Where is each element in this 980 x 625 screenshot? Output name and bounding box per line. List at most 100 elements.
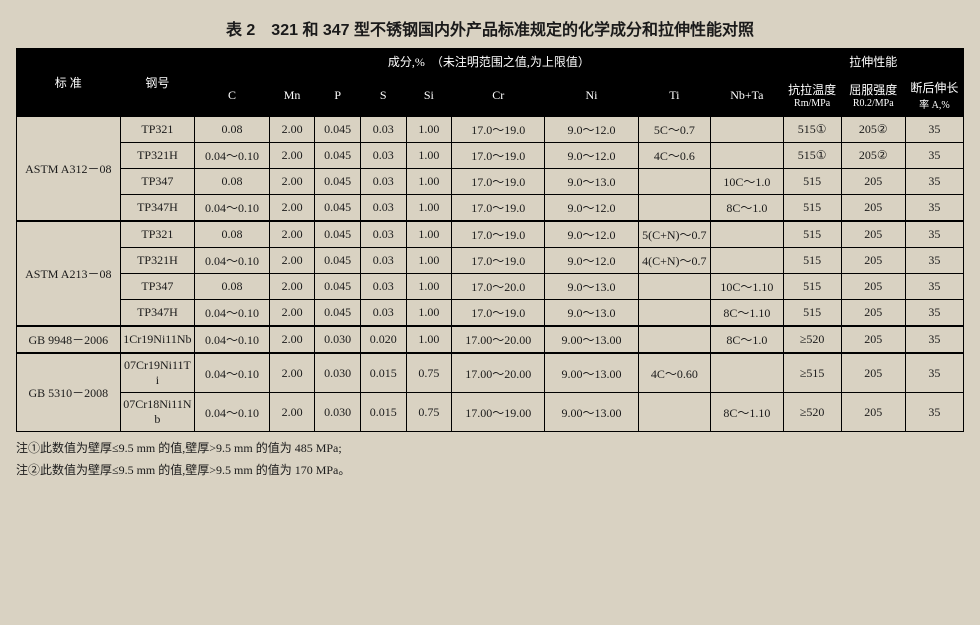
cell-nbta: 8C～1.0: [711, 195, 784, 222]
cell-mn: 2.00: [269, 195, 315, 222]
cell-ti: [638, 169, 711, 195]
cell-p: 0.045: [315, 274, 361, 300]
cell-a: 35: [905, 195, 963, 222]
cell-s: 0.03: [360, 143, 406, 169]
cell-ti: [638, 326, 711, 353]
cell-ni: 9.00～13.00: [545, 353, 638, 393]
cell-ti: 4(C+N)～0.7: [638, 248, 711, 274]
cell-r02: 205: [841, 353, 905, 393]
cell-si: 1.00: [406, 248, 452, 274]
cell-cr: 17.0～19.0: [452, 116, 545, 143]
cell-s: 0.03: [360, 300, 406, 327]
cell-rm: 515: [783, 248, 841, 274]
cell-r02: 205: [841, 248, 905, 274]
cell-r02: 205②: [841, 116, 905, 143]
hdr-std: 标 准: [17, 49, 121, 117]
cell-cr: 17.00～20.00: [452, 353, 545, 393]
cell-si: 1.00: [406, 195, 452, 222]
cell-ti: [638, 300, 711, 327]
cell-r02: 205: [841, 326, 905, 353]
cell-cr: 17.0～19.0: [452, 143, 545, 169]
cell-grade: TP321H: [120, 248, 195, 274]
cell-cr: 17.0～19.0: [452, 248, 545, 274]
cell-rm: 515: [783, 274, 841, 300]
table-title: 表 2 321 和 347 型不锈钢国内外产品标准规定的化学成分和拉伸性能对照: [16, 16, 964, 40]
hdr-tensile: 拉伸性能: [783, 49, 963, 75]
cell-ni: 9.0～13.0: [545, 300, 638, 327]
cell-cr: 17.0～19.0: [452, 195, 545, 222]
cell-mn: 2.00: [269, 169, 315, 195]
cell-a: 35: [905, 143, 963, 169]
comparison-table: 标 准 钢号 成分,% （未注明范围之值,为上限值） 拉伸性能 C Mn P S…: [16, 48, 964, 432]
cell-r02: 205: [841, 195, 905, 222]
hdr-r02: 屈服强度R0.2/MPa: [841, 75, 905, 117]
cell-rm: ≥520: [783, 326, 841, 353]
hdr-si: Si: [406, 75, 452, 117]
cell-c: 0.04～0.10: [195, 195, 270, 222]
cell-a: 35: [905, 169, 963, 195]
cell-a: 35: [905, 300, 963, 327]
cell-nbta: 10C～1.10: [711, 274, 784, 300]
cell-r02: 205: [841, 169, 905, 195]
cell-grade: TP321: [120, 221, 195, 248]
cell-grade: 07Cr18Ni11Nb: [120, 393, 195, 432]
cell-si: 0.75: [406, 353, 452, 393]
std-cell: ASTM A213－08: [17, 221, 121, 326]
cell-c: 0.04～0.10: [195, 326, 270, 353]
cell-nbta: 8C～1.10: [711, 393, 784, 432]
cell-rm: 515: [783, 169, 841, 195]
cell-grade: TP321: [120, 116, 195, 143]
cell-c: 0.08: [195, 169, 270, 195]
cell-c: 0.04～0.10: [195, 393, 270, 432]
hdr-mn: Mn: [269, 75, 315, 117]
cell-rm: ≥515: [783, 353, 841, 393]
note-2: 注②此数值为壁厚≤9.5 mm 的值,壁厚>9.5 mm 的值为 170 MPa…: [16, 460, 964, 482]
cell-p: 0.045: [315, 195, 361, 222]
cell-cr: 17.00～19.00: [452, 393, 545, 432]
cell-r02: 205②: [841, 143, 905, 169]
table-header: 标 准 钢号 成分,% （未注明范围之值,为上限值） 拉伸性能 C Mn P S…: [17, 49, 964, 117]
cell-ti: [638, 195, 711, 222]
hdr-grade: 钢号: [120, 49, 195, 117]
cell-nbta: [711, 116, 784, 143]
std-cell: ASTM A312－08: [17, 116, 121, 221]
cell-mn: 2.00: [269, 300, 315, 327]
cell-grade: TP347: [120, 169, 195, 195]
cell-rm: 515: [783, 221, 841, 248]
cell-grade: TP347H: [120, 195, 195, 222]
cell-p: 0.045: [315, 169, 361, 195]
hdr-c: C: [195, 75, 270, 117]
cell-ni: 9.0～12.0: [545, 116, 638, 143]
cell-r02: 205: [841, 300, 905, 327]
cell-ni: 9.00～13.00: [545, 393, 638, 432]
cell-p: 0.045: [315, 143, 361, 169]
cell-p: 0.045: [315, 300, 361, 327]
table-row: TP321H0.04～0.102.000.0450.031.0017.0～19.…: [17, 248, 964, 274]
cell-cr: 17.0～19.0: [452, 221, 545, 248]
table-body: ASTM A312－08TP3210.082.000.0450.031.0017…: [17, 116, 964, 432]
notes: 注①此数值为壁厚≤9.5 mm 的值,壁厚>9.5 mm 的值为 485 MPa…: [16, 438, 964, 481]
cell-mn: 2.00: [269, 393, 315, 432]
table-row: GB 9948－20061Cr19Ni11Nb0.04～0.102.000.03…: [17, 326, 964, 353]
cell-ni: 9.0～13.0: [545, 274, 638, 300]
cell-s: 0.03: [360, 221, 406, 248]
cell-s: 0.03: [360, 274, 406, 300]
cell-mn: 2.00: [269, 143, 315, 169]
cell-a: 35: [905, 353, 963, 393]
cell-c: 0.08: [195, 116, 270, 143]
cell-p: 0.030: [315, 326, 361, 353]
cell-r02: 205: [841, 221, 905, 248]
table-row: ASTM A213－08TP3210.082.000.0450.031.0017…: [17, 221, 964, 248]
table-row: TP3470.082.000.0450.031.0017.0～20.09.0～1…: [17, 274, 964, 300]
cell-s: 0.03: [360, 169, 406, 195]
cell-ti: 4C～0.6: [638, 143, 711, 169]
table-row: TP347H0.04～0.102.000.0450.031.0017.0～19.…: [17, 195, 964, 222]
table-row: TP347H0.04～0.102.000.0450.031.0017.0～19.…: [17, 300, 964, 327]
cell-p: 0.045: [315, 221, 361, 248]
cell-mn: 2.00: [269, 326, 315, 353]
cell-c: 0.04～0.10: [195, 143, 270, 169]
cell-p: 0.030: [315, 353, 361, 393]
table-row: TP321H0.04～0.102.000.0450.031.0017.0～19.…: [17, 143, 964, 169]
hdr-rm: 抗拉温度Rm/MPa: [783, 75, 841, 117]
cell-rm: ≥520: [783, 393, 841, 432]
